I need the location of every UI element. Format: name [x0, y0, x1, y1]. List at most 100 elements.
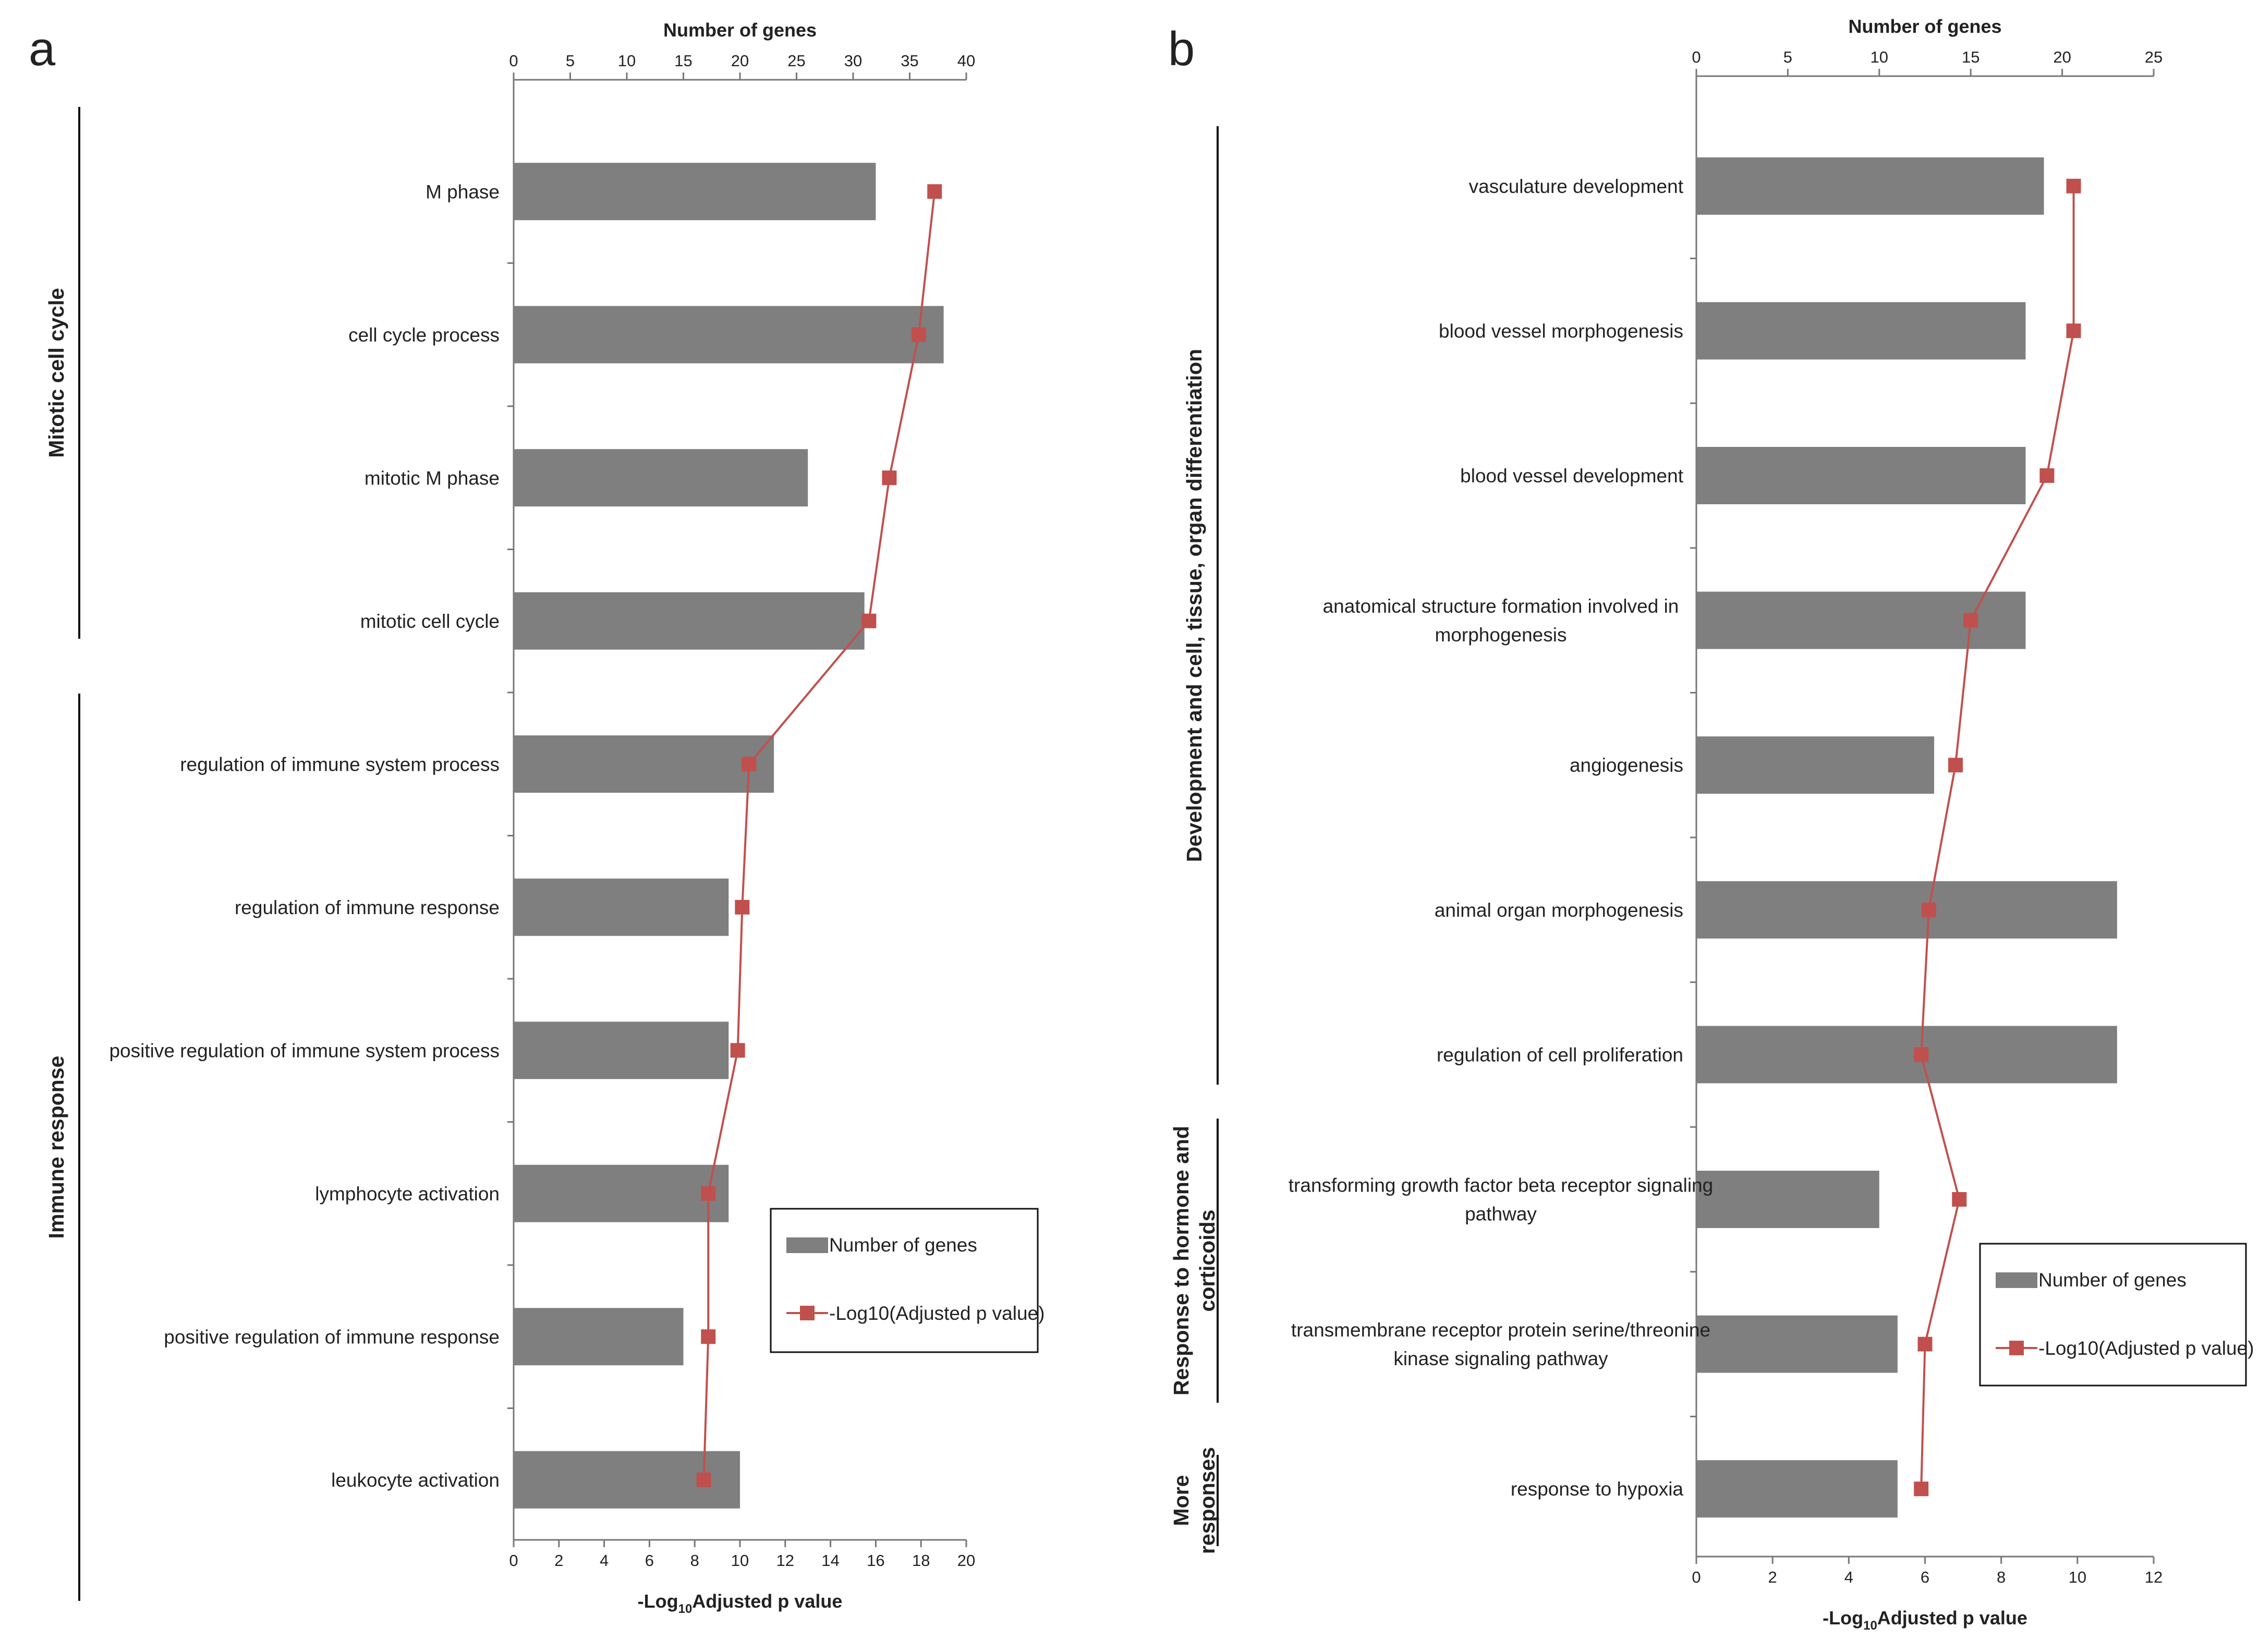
bar: [514, 1164, 729, 1222]
bottom-axis-title-suffix: Adjusted p value: [692, 1590, 842, 1612]
bottom-axis-title-prefix: -Log: [1823, 1607, 1863, 1629]
bar: [514, 449, 808, 507]
bottom-axis-tick-label: 6: [645, 1551, 654, 1570]
legend: Number of genes -Log10(Adjusted p value): [1979, 1243, 2254, 1387]
legend-marker-swatch: [800, 1306, 815, 1320]
bar: [1696, 447, 2026, 504]
bar: [514, 735, 774, 793]
bottom-axis-tick-label: 18: [912, 1551, 930, 1570]
category-label: pathway: [1465, 1204, 1537, 1225]
legend-label-pvalue: -Log10(Adjusted p value): [829, 1303, 1045, 1324]
legend-label-pvalue: -Log10(Adjusted p value): [2038, 1338, 2254, 1359]
bar: [1696, 1026, 2117, 1084]
group-label: Response to hormone and: [1169, 1126, 1193, 1395]
bar: [1696, 736, 1935, 794]
bar: [514, 592, 865, 650]
bottom-axis-tick-label: 4: [600, 1551, 609, 1570]
line-marker: [1914, 1481, 1929, 1497]
bar: [514, 1022, 729, 1079]
bottom-axis-title: -Log10Adjusted p value: [638, 1590, 843, 1616]
bottom-axis-tick-label: 4: [1844, 1568, 1853, 1586]
bottom-axis-tick-label: 14: [821, 1551, 839, 1570]
bar: [514, 306, 944, 363]
legend-label-genes: Number of genes: [2038, 1269, 2187, 1291]
category-label: anatomical structure formation involved …: [1323, 596, 1679, 617]
top-axis-tick-label: 0: [509, 52, 518, 70]
bar: [1696, 302, 2026, 360]
legend-bar-swatch: [786, 1237, 828, 1253]
bottom-axis-tick-label: 8: [1997, 1568, 2006, 1586]
bottom-axis-tick-label: 2: [1768, 1568, 1777, 1586]
top-axis-tick-label: 5: [1783, 48, 1792, 66]
category-label: kinase signaling pathway: [1393, 1348, 1608, 1369]
bottom-axis-tick-label: 8: [690, 1551, 699, 1570]
line-marker: [1921, 902, 1936, 917]
bar: [1696, 1460, 1898, 1518]
panel-letter: a: [29, 22, 56, 76]
bottom-axis-title-sub: 10: [1863, 1619, 1877, 1633]
legend-bar-swatch: [1996, 1272, 2037, 1288]
bar: [1696, 157, 2044, 215]
top-axis-tick-label: 40: [957, 52, 975, 70]
bottom-axis-tick-label: 16: [867, 1551, 884, 1570]
bottom-axis-title-prefix: -Log: [638, 1590, 678, 1612]
category-label: mitotic M phase: [365, 467, 500, 489]
line-marker: [701, 1329, 716, 1344]
top-axis-tick-label: 20: [731, 52, 749, 70]
line-marker: [1917, 1337, 1933, 1352]
bottom-axis-title: -Log10Adjusted p value: [1823, 1607, 2027, 1633]
legend-box: [770, 1208, 1039, 1353]
category-label: vasculature development: [1469, 176, 1684, 197]
category-label: transforming growth factor beta receptor…: [1289, 1175, 1713, 1196]
group-label: Development and cell, tissue, organ diff…: [1182, 349, 1206, 862]
category-label: morphogenesis: [1435, 624, 1567, 646]
line-marker: [1963, 613, 1978, 628]
bottom-axis-tick-label: 0: [509, 1551, 518, 1570]
bar: [1696, 881, 2117, 939]
category-label: regulation of immune system process: [180, 754, 500, 775]
category-label: positive regulation of immune system pro…: [109, 1040, 500, 1061]
category-label: lymphocyte activation: [315, 1183, 500, 1205]
line-marker: [1948, 758, 1963, 773]
line-marker: [927, 184, 942, 199]
top-axis-tick-label: 25: [787, 52, 805, 70]
group-label: Immune response: [44, 1056, 68, 1239]
bar: [1696, 1315, 1898, 1373]
line-marker: [1952, 1192, 1967, 1207]
bottom-axis-tick-label: 12: [776, 1551, 794, 1570]
top-axis-tick-label: 20: [2053, 48, 2071, 66]
line-marker: [2039, 468, 2055, 483]
category-label: angiogenesis: [1570, 755, 1683, 776]
top-axis-tick-label: 10: [1871, 48, 1888, 66]
line-marker: [911, 327, 926, 342]
series-line: [1920, 186, 2075, 1489]
top-axis-tick-label: 5: [566, 52, 575, 70]
legend-marker-swatch: [2009, 1341, 2024, 1355]
panel-letter: b: [1168, 22, 1195, 76]
group-label: More: [1169, 1475, 1193, 1526]
bar: [1696, 1171, 1879, 1228]
category-label: response to hypoxia: [1511, 1478, 1684, 1500]
category-label: blood vessel morphogenesis: [1439, 320, 1683, 342]
line-marker: [742, 757, 757, 772]
top-axis-tick-label: 0: [1692, 48, 1701, 66]
category-label: cell cycle process: [348, 324, 500, 346]
bottom-axis-title-sub: 10: [678, 1602, 693, 1616]
legend-box: [1979, 1243, 2247, 1387]
category-label: transmembrane receptor protein serine/th…: [1291, 1319, 1710, 1341]
bottom-axis-tick-label: 12: [2145, 1568, 2163, 1586]
top-axis-tick-label: 35: [901, 52, 918, 70]
line-marker: [701, 1186, 716, 1201]
bottom-axis-tick-label: 6: [1921, 1568, 1929, 1586]
group-label: responses: [1195, 1447, 1219, 1554]
bar: [514, 1308, 684, 1366]
bottom-axis-tick-label: 10: [2069, 1568, 2086, 1586]
category-label: blood vessel development: [1460, 465, 1684, 487]
category-label: M phase: [426, 181, 500, 202]
top-axis-tick-label: 30: [844, 52, 862, 70]
top-axis-tick-label: 15: [674, 52, 692, 70]
category-label: regulation of immune response: [235, 897, 500, 918]
line-marker: [1914, 1047, 1929, 1062]
